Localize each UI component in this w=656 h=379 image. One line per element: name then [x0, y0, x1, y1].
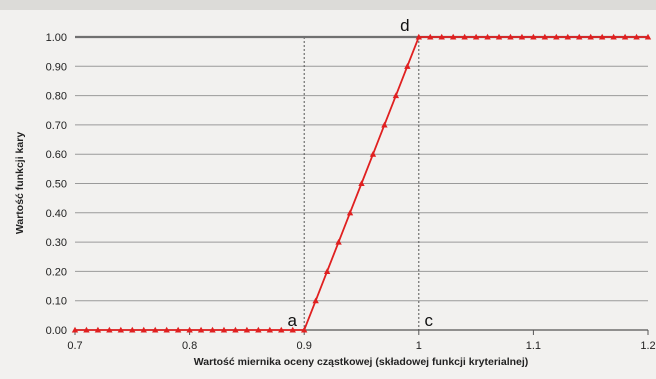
x-tick-label: 1 — [416, 340, 422, 352]
annotations-layer: a c d — [287, 16, 433, 330]
data-point-marker — [232, 326, 239, 333]
data-point-marker — [71, 326, 79, 333]
data-point-marker — [278, 326, 285, 333]
data-point-marker — [83, 326, 90, 333]
point-label-d: d — [400, 16, 409, 35]
data-point-marker — [598, 33, 606, 40]
x-tick-label: 0.9 — [297, 340, 312, 352]
data-point-marker — [392, 92, 400, 99]
y-tick-label: 0.50 — [46, 179, 67, 191]
y-tick-label: 0.20 — [46, 266, 67, 278]
data-point-marker — [381, 121, 388, 128]
data-point-marker — [610, 33, 617, 40]
data-point-marker — [174, 326, 182, 333]
data-point-marker — [507, 33, 514, 40]
y-tick-label: 0.00 — [46, 325, 67, 337]
data-point-marker — [335, 238, 342, 245]
data-point-marker — [427, 33, 434, 40]
data-point-marker — [94, 326, 102, 333]
data-point-marker — [186, 326, 193, 333]
data-point-marker — [404, 63, 411, 69]
y-axis-title: Wartość funkcji kary — [14, 132, 26, 234]
data-point-marker — [140, 326, 147, 333]
data-point-marker — [255, 326, 262, 333]
x-tick-label: 0.7 — [67, 340, 82, 352]
data-point-marker — [106, 326, 113, 333]
data-point-marker — [197, 326, 205, 333]
data-point-marker — [209, 326, 216, 333]
y-tick-label: 0.60 — [46, 149, 67, 161]
data-point-marker — [129, 326, 136, 333]
data-point-marker — [266, 326, 274, 333]
y-tick-label: 0.40 — [46, 208, 67, 220]
top-border-band — [0, 0, 656, 10]
data-point-marker — [461, 33, 468, 40]
data-point-marker — [152, 326, 159, 333]
data-point-marker — [472, 33, 480, 40]
y-tick-label: 0.10 — [46, 296, 67, 308]
x-axis-title: Wartość miernika oceny cząstkowej (skład… — [194, 356, 529, 368]
x-tick-label: 0.8 — [182, 340, 197, 352]
data-point-marker — [312, 297, 319, 304]
data-point-marker — [117, 326, 125, 333]
data-point-marker — [449, 33, 457, 40]
data-point-marker — [633, 33, 640, 40]
data-point-marker — [541, 33, 549, 40]
data-point-marker — [358, 180, 365, 187]
data-point-marker — [301, 326, 308, 333]
data-point-marker — [415, 33, 422, 40]
data-point-marker — [644, 33, 652, 40]
data-point-marker — [438, 33, 445, 40]
data-point-marker — [564, 33, 571, 40]
y-tick-label: 0.90 — [46, 61, 67, 73]
data-point-marker — [369, 151, 377, 157]
y-tick-label: 0.30 — [46, 237, 67, 249]
data-point-marker — [530, 33, 537, 40]
data-point-marker — [243, 326, 251, 333]
y-tick-label: 0.80 — [46, 91, 67, 103]
data-point-marker — [163, 326, 170, 333]
series-layer — [71, 33, 652, 333]
point-label-c: c — [425, 311, 434, 330]
data-point-marker — [518, 33, 526, 40]
data-point-marker — [484, 33, 491, 40]
x-tick-label: 1.1 — [526, 340, 541, 352]
data-point-marker — [495, 33, 503, 40]
data-point-marker — [346, 209, 354, 216]
data-point-marker — [220, 326, 228, 333]
data-point-marker — [576, 33, 583, 40]
x-tick-label: 1.2 — [640, 340, 655, 352]
data-point-marker — [323, 268, 331, 274]
data-point-marker — [621, 33, 629, 40]
y-tick-label: 1.00 — [46, 32, 67, 44]
data-point-marker — [289, 326, 296, 333]
tick-labels-layer: 0.000.100.200.300.400.500.600.700.800.90… — [46, 32, 656, 352]
point-label-a: a — [287, 311, 297, 330]
y-tick-label: 0.70 — [46, 120, 67, 132]
data-point-marker — [587, 33, 594, 40]
data-point-marker — [553, 33, 560, 40]
